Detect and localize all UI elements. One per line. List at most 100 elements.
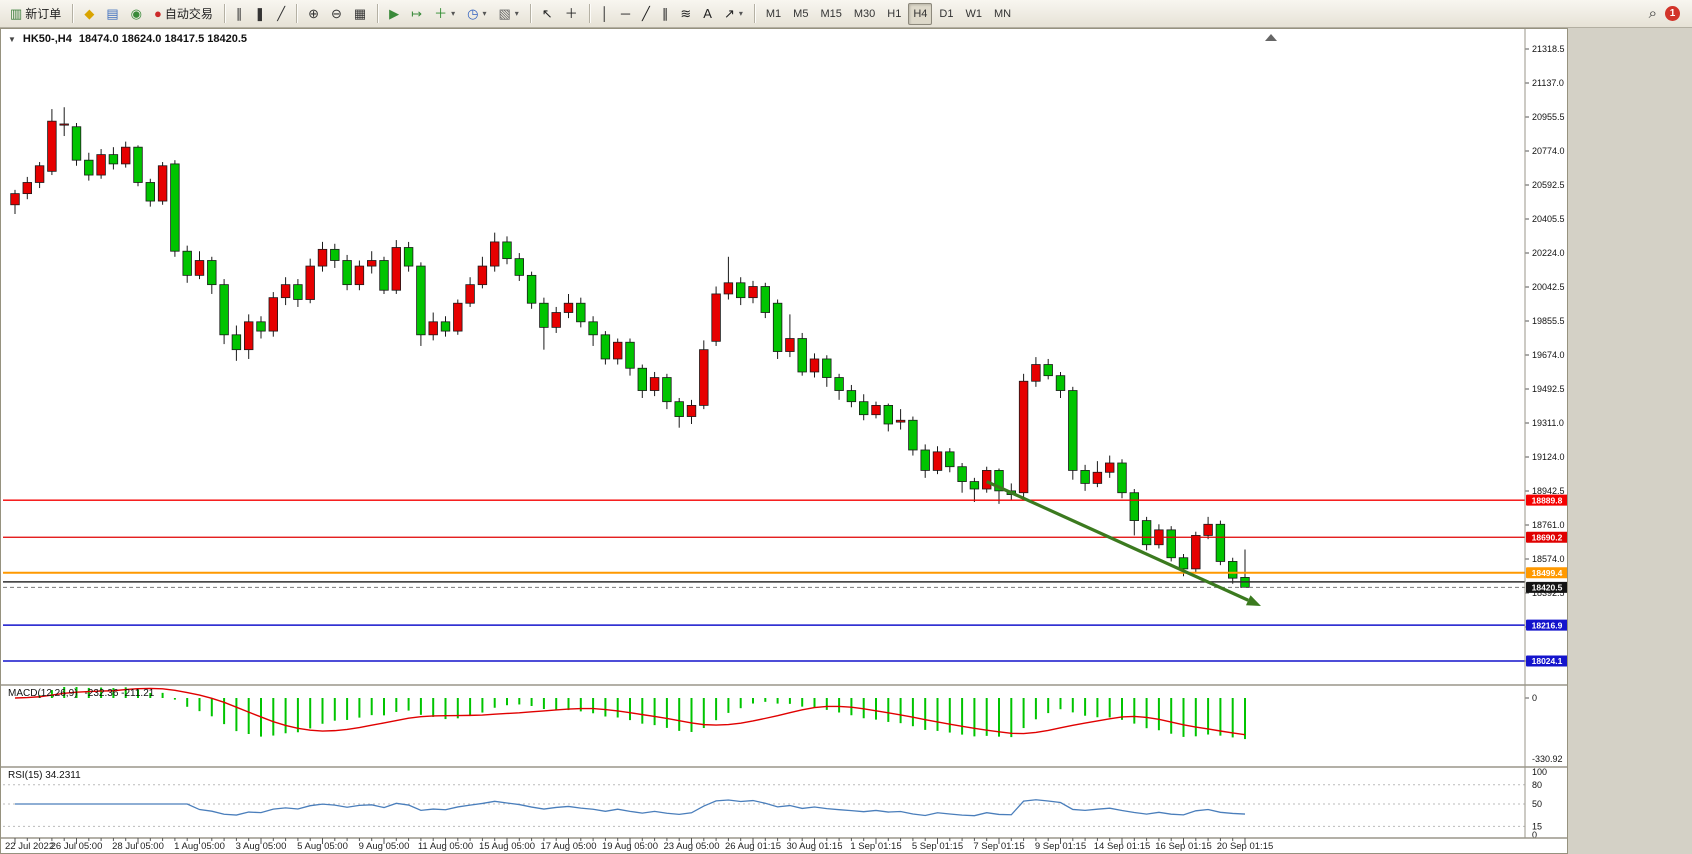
collapse-icon[interactable]: ▼	[8, 34, 16, 44]
zoom-out-button[interactable]: ⊖	[326, 3, 347, 25]
data-window-icon: ▤	[106, 6, 119, 21]
chart-canvas[interactable]: 21318.5 21137.0 20955.5 20774.0 20592.5 20405…	[1, 29, 1567, 853]
periods-button[interactable]: ◷ ▾	[462, 3, 491, 25]
notification-badge[interactable]: 1	[1665, 6, 1680, 21]
rsi-axis-label: 50	[1532, 799, 1542, 809]
text-label-button[interactable]: A	[698, 3, 717, 25]
search-icon[interactable]: ⌕	[1648, 5, 1657, 22]
x-axis-label: 11 Aug 05:00	[418, 841, 473, 852]
indicators-dropdown-icon[interactable]: ▾	[451, 9, 456, 18]
candle-down	[379, 260, 389, 291]
tf-mn-label: MN	[993, 7, 1012, 20]
refresh-button[interactable]: ◉	[126, 3, 147, 25]
tf-h1-label: H1	[887, 7, 902, 20]
periods-icon: ◷	[467, 6, 479, 21]
candle-down	[1166, 529, 1176, 559]
periods-dropdown-icon[interactable]: ▾	[482, 9, 487, 18]
x-axis-label: 5 Sep 01:15	[912, 841, 963, 852]
candle-down	[1141, 520, 1152, 546]
toolbar-separator	[588, 4, 590, 23]
tile-windows-button[interactable]: ▦	[349, 3, 371, 25]
chart-shift-button[interactable]: ↦	[406, 3, 427, 25]
new-order-button[interactable]: ▥ 新订单	[5, 3, 66, 25]
vertical-line-button[interactable]: │	[596, 3, 614, 25]
toolbar-separator	[72, 4, 74, 23]
new-order-label: 新订单	[25, 7, 62, 21]
arrows-tool-button[interactable]: ↗ ▾	[719, 3, 748, 25]
candle-up	[723, 282, 734, 295]
tf-w1-button[interactable]: W1	[960, 3, 987, 25]
chart-bars-button[interactable]: ∥	[231, 3, 248, 25]
tf-h4-label: H4	[913, 7, 928, 20]
templates-button[interactable]: ▧ ▾	[493, 3, 523, 25]
chart-bars-icon: ∥	[235, 6, 243, 21]
candle-down	[1129, 492, 1140, 521]
market-watch-button[interactable]: ◆	[79, 3, 99, 25]
trendline-icon: ╱	[642, 6, 650, 21]
tf-m30-button[interactable]: M30	[849, 3, 880, 25]
auto-trading-button[interactable]: ● 自动交易	[149, 3, 218, 25]
indicators-button[interactable]: ＋ ▾	[429, 3, 460, 25]
chart-shift-marker[interactable]	[1265, 34, 1277, 41]
y-axis-label: 20224.0	[1532, 248, 1565, 258]
candle-down	[969, 481, 980, 490]
tf-m15-button[interactable]: M15	[815, 3, 846, 25]
x-axis-label: 20 Sep 01:15	[1217, 841, 1274, 852]
auto-scroll-button[interactable]: ▶	[384, 3, 404, 25]
chart-line-button[interactable]: ╱	[272, 3, 290, 25]
x-axis-label: 1 Aug 05:00	[174, 841, 225, 852]
tf-m1-button[interactable]: M1	[761, 3, 786, 25]
y-axis-label: 18574.0	[1532, 554, 1565, 564]
price-badge-label: 18024.1	[1532, 656, 1563, 666]
candle-down	[219, 284, 229, 336]
cursor-button[interactable]: ↖	[537, 3, 558, 25]
y-axis-label: 19855.5	[1532, 316, 1565, 326]
candle-up	[1191, 535, 1201, 570]
auto-trading-icon: ●	[153, 6, 162, 21]
price-badge-label: 18690.2	[1532, 532, 1563, 542]
candle-up	[982, 470, 992, 490]
tf-h4-button[interactable]: H4	[908, 2, 933, 25]
symbol-ohlc: 18474.0 18624.0 18417.5 18420.5	[78, 33, 248, 45]
fibonacci-button[interactable]: ≋	[675, 3, 696, 25]
tf-d1-label: D1	[939, 7, 954, 20]
zoom-in-icon: ⊕	[308, 6, 319, 21]
candle-up	[354, 265, 365, 286]
tf-m5-button[interactable]: M5	[788, 3, 813, 25]
data-window-button[interactable]: ▤	[101, 3, 123, 25]
templates-dropdown-icon[interactable]: ▾	[514, 9, 519, 18]
trend-arrow[interactable]	[986, 480, 1249, 602]
tf-h1-button[interactable]: H1	[882, 3, 906, 25]
tf-mn-button[interactable]: MN	[989, 3, 1016, 25]
macd-axis-label: 0	[1532, 693, 1537, 703]
chart-header: ▼ HK50-,H4 18474.0 18624.0 18417.5 18420…	[8, 33, 247, 45]
crosshair-button[interactable]: ＋	[560, 3, 583, 25]
trendline-button[interactable]: ╱	[637, 3, 655, 25]
equidistant-channel-button[interactable]: ∥	[657, 3, 674, 25]
candle-up	[280, 284, 291, 299]
y-axis-label: 20042.5	[1532, 282, 1565, 292]
chart-candles-button[interactable]: ❚	[249, 3, 270, 25]
candle-down	[920, 449, 930, 471]
chart-line-icon: ╱	[277, 6, 286, 21]
candle-up	[243, 321, 254, 351]
candle-up	[1203, 523, 1213, 536]
horizontal-line-button[interactable]: ─	[616, 3, 635, 25]
zoom-in-button[interactable]: ⊕	[303, 3, 324, 25]
candle-up	[428, 321, 438, 336]
x-axis-label: 1 Sep 01:15	[850, 841, 901, 852]
candle-down	[403, 247, 414, 267]
arrows-tool-dropdown-icon[interactable]: ▾	[738, 9, 743, 18]
candle-up	[613, 341, 623, 360]
candle-up	[1092, 471, 1103, 484]
x-axis-label: 19 Aug 05:00	[602, 841, 658, 852]
tf-m1-label: M1	[765, 7, 782, 20]
y-axis-label: 20955.5	[1532, 112, 1565, 122]
candle-up	[871, 404, 881, 416]
tf-d1-button[interactable]: D1	[934, 3, 958, 25]
market-watch-icon: ◆	[84, 6, 95, 21]
text-label-icon: A	[703, 6, 712, 21]
main-toolbar: ▥ 新订单 ◆ ▤ ◉ ● 自动交易 ∥ ❚ ╱ ⊕ ⊖ ▦ ▶ ↦ ＋ ▾ ◷ ▾ ▧ ▾ ↖ ＋ │ ─ ╱ ∥ ≋ A ↗ ▾ M1 M5…	[0, 0, 1692, 28]
fibonacci-icon: ≋	[680, 6, 692, 21]
candle-down	[1043, 364, 1053, 377]
